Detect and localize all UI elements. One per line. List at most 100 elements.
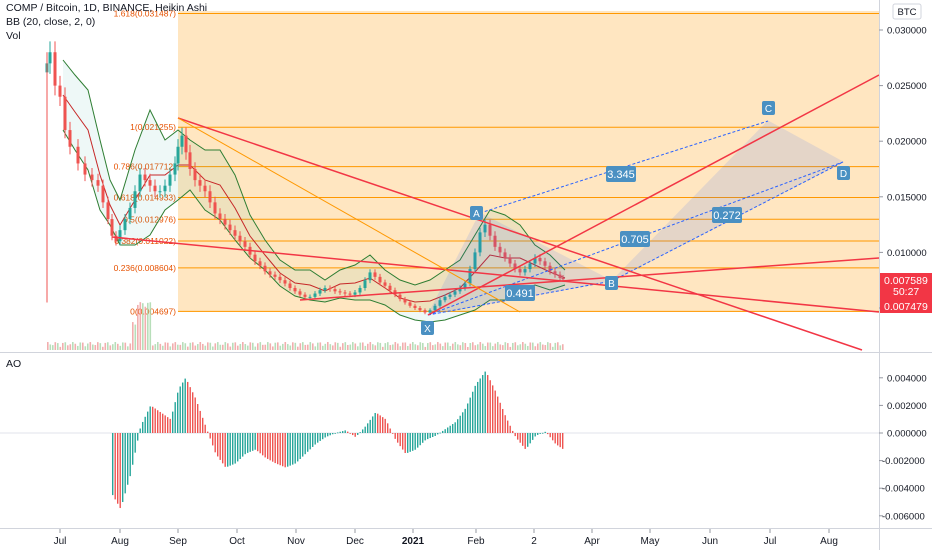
ao-bar [507,420,509,433]
ao-bar [199,410,201,433]
volume-bar [312,343,314,350]
candle-body [58,85,62,97]
candle-body [443,296,447,301]
chart-title[interactable]: COMP / Bitcoin, 1D, BINANCE, Heikin Ashi [6,2,208,14]
volume-bar [109,345,112,350]
candle-body [338,291,342,293]
volume-bar [164,342,167,350]
ao-bar [487,375,489,433]
candle-body [388,285,392,291]
candle-body [263,265,267,272]
point-box-c [762,101,775,115]
volume-bar [72,342,74,350]
ao-bar [217,433,219,457]
volume-bar [327,342,329,350]
volume-bar [552,346,554,350]
volume-bar [354,343,357,350]
ao-bar [129,433,131,477]
volume-bar [369,342,372,350]
point-d: D [840,169,847,180]
candle-body [318,290,322,294]
time-axis[interactable]: Jul Aug Sep Oct Nov Dec 2021 Feb 2 Apr May Jun Jul Au… [54,529,838,547]
volume-bar [282,343,284,350]
trend-line-rising-channel[interactable] [427,74,880,316]
volume-bar [47,342,49,350]
candle-body [193,169,197,181]
volume-bar [167,342,169,350]
candle-body [133,191,137,208]
volume-bar [232,342,234,350]
ao-bar [279,433,281,466]
ao-bar [304,433,306,455]
ao-legend[interactable]: AO [6,358,22,370]
candle-body [101,185,105,203]
volume-bar [302,342,304,350]
ao-bar [464,408,466,433]
candle-body [418,308,422,311]
ao-bar [534,433,536,437]
pattern-bd-line [611,161,844,282]
trend-line-rising-wedge-bottom[interactable] [299,257,880,301]
ao-bar [342,431,344,433]
ao-bar [472,391,474,433]
volume-bar [124,342,127,350]
candle-body [258,261,262,266]
ao-bar [502,408,504,433]
volume-bar [132,322,134,350]
ao-bar [339,431,341,433]
fib-retracement[interactable]: 1.618(0.031487) 1(0.021255) 0.786(0.017712… [114,8,879,316]
volume-bar [237,345,239,350]
candle-body [523,269,527,273]
volume-bar [294,342,297,350]
trend-line-descending-upper[interactable] [177,117,863,351]
ao-bar [242,433,244,457]
trend-line-descending-lower[interactable] [111,236,880,313]
volume-bar [412,342,414,350]
ao-bar [419,433,421,446]
volume-bar [324,343,327,350]
ao-axis-label: 0.000000 [887,429,927,440]
ao-bar [359,432,361,433]
volume-bar [502,345,504,350]
volume-bar [537,343,539,350]
candle-body [138,174,142,192]
volume-bar [524,343,527,350]
ao-bar [209,433,211,439]
ao-bar [447,427,449,433]
ao-bar [124,433,126,494]
candle-body [83,163,87,175]
candle-body [378,276,382,283]
volume-bar [449,346,452,350]
price-axis-label: 0.025000 [887,81,927,92]
volume-bar [409,343,412,350]
currency-badge[interactable] [892,3,922,20]
candle-body [438,300,442,306]
trend-lines[interactable] [111,74,880,351]
ao-bar [329,433,331,436]
candle-body [118,230,122,242]
ao-axis-label: 0.002000 [887,401,927,412]
vol-legend[interactable]: Vol [6,30,21,42]
candle-body [253,254,257,262]
ao-bar [517,433,519,440]
time-axis-label: Dec [346,536,364,547]
orange-diagonal-line [177,117,521,313]
ao-bar [529,433,531,444]
ao-axis[interactable]: 0.004000 0.002000 0.000000 -0.002000 -0.0040… [879,373,927,522]
time-axis-label: May [641,536,660,547]
volume-bar [459,345,462,350]
volume-bar [454,342,457,350]
volume-bar [462,342,464,350]
volume-bar [219,344,222,350]
volume-bar [539,342,542,350]
ao-bar [267,433,269,459]
ao-bar [437,433,439,435]
ao-bar [454,422,456,433]
candle-body [428,310,432,313]
ao-bar [354,433,356,437]
ao-bar [537,433,539,435]
candle-body [558,274,562,278]
bb-legend[interactable]: BB (20, close, 2, 0) [6,16,96,28]
ao-bar [224,433,226,467]
